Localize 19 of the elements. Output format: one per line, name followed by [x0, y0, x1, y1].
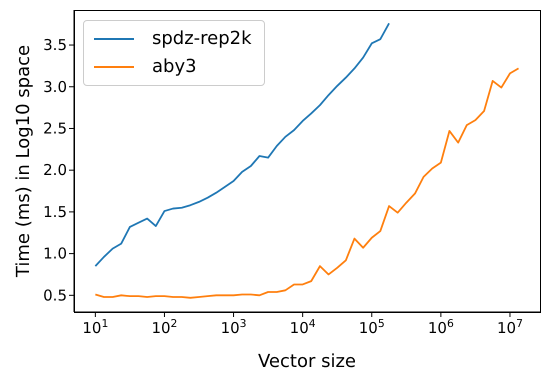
legend-label: spdz-rep2k: [152, 27, 252, 51]
x-tick-label: 10$^{6}$: [428, 316, 454, 337]
x-tick-label: 10$^{7}$: [496, 316, 523, 337]
y-tick-label: 1.5: [43, 202, 67, 221]
x-axis-title: Vector size: [258, 351, 356, 372]
line-series: [94, 22, 390, 268]
legend-label: aby3: [152, 55, 197, 79]
x-tick-label: 10$^{4}$: [290, 316, 316, 337]
x-tick-label: 10$^{2}$: [151, 316, 178, 337]
x-tick-label: 10$^{3}$: [220, 316, 247, 337]
y-tick-label: 3.0: [43, 78, 67, 96]
y-tick-label: 3.5: [43, 36, 67, 54]
y-tick-label: 2.0: [43, 161, 67, 180]
y-tick-label: 0.5: [43, 286, 67, 304]
y-tick-label: 2.5: [43, 119, 67, 138]
x-tick-label: 10$^{5}$: [358, 316, 385, 337]
x-tick-label: 10$^{1}$: [82, 316, 108, 337]
y-tick-label: 1.0: [43, 244, 67, 263]
y-axis-title: Time (ms) in Log10 space: [12, 44, 34, 278]
